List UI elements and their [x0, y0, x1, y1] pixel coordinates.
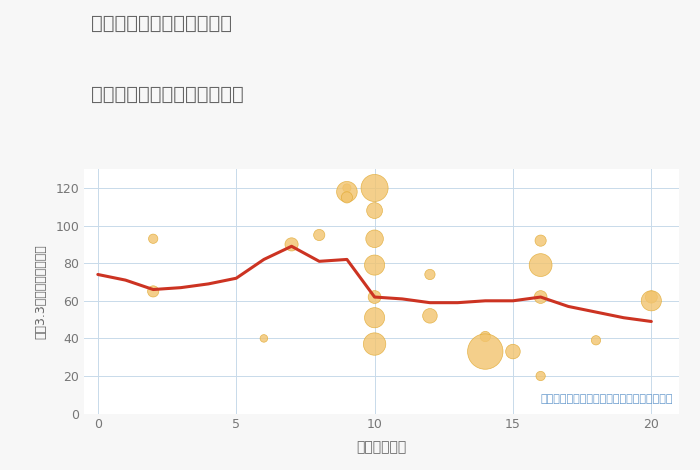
Point [258, 335, 270, 342]
Point [480, 333, 491, 340]
Point [535, 261, 546, 269]
Point [590, 337, 601, 344]
Point [369, 235, 380, 243]
Text: 円の大きさは、取引のあった物件面積を示す: 円の大きさは、取引のあった物件面積を示す [540, 394, 673, 404]
Text: 駅距離別中古マンション価格: 駅距離別中古マンション価格 [91, 85, 244, 103]
Point [342, 194, 353, 201]
Point [535, 372, 546, 380]
Point [342, 188, 353, 196]
Point [508, 348, 519, 355]
Point [286, 241, 297, 248]
Point [369, 340, 380, 348]
Point [424, 271, 435, 278]
Point [645, 293, 657, 301]
Point [148, 288, 159, 295]
Point [424, 312, 435, 320]
Point [535, 237, 546, 244]
Point [369, 293, 380, 301]
X-axis label: 駅距離（分）: 駅距離（分） [356, 440, 407, 454]
Point [369, 261, 380, 269]
Point [314, 231, 325, 239]
Text: 愛知県稲沢市平和町法立の: 愛知県稲沢市平和町法立の [91, 14, 232, 33]
Point [480, 348, 491, 355]
Point [535, 293, 546, 301]
Point [148, 235, 159, 243]
Point [369, 207, 380, 214]
Y-axis label: 坪（3.3㎡）単価（万円）: 坪（3.3㎡）単価（万円） [34, 244, 47, 339]
Point [645, 297, 657, 305]
Point [369, 314, 380, 321]
Point [369, 184, 380, 192]
Point [342, 184, 353, 192]
